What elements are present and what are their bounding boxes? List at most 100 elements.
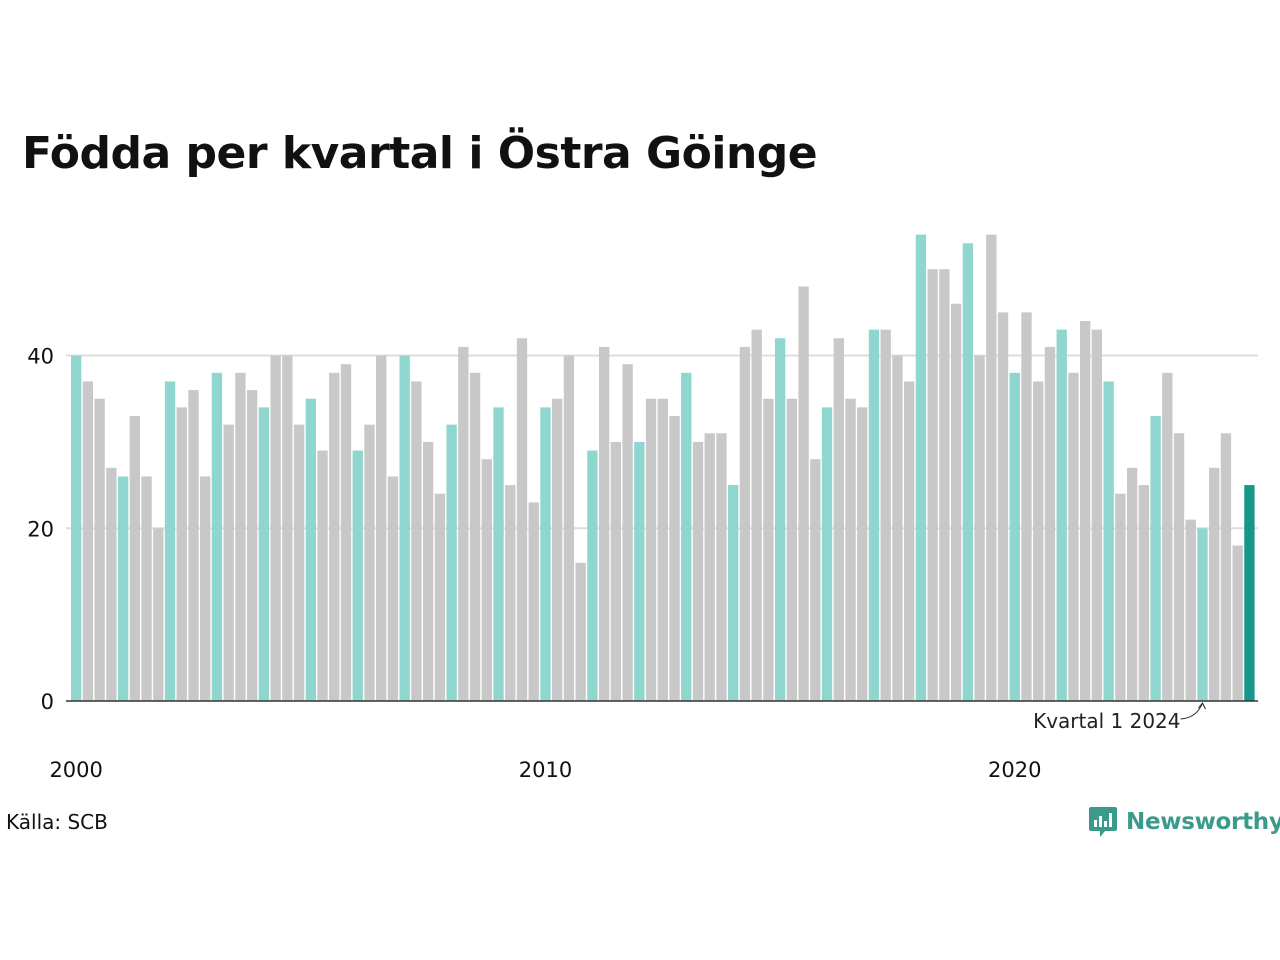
annotation-arrow [1180, 702, 1203, 720]
bar: 2015 Q3: 48 [798, 286, 809, 701]
bar: 2020 Q1: 38 [1009, 372, 1020, 701]
x-tick-label: 2010 [519, 758, 572, 782]
y-tick-label: 20 [27, 517, 54, 541]
bar: 2012 Q1: 30 [634, 441, 645, 701]
bar: 2006 Q2: 32 [364, 424, 375, 701]
bar: 2018 Q3: 50 [939, 269, 950, 701]
bar: 2009 Q3: 42 [516, 338, 528, 701]
bar: 2008 Q2: 41 [458, 346, 469, 701]
bar: 2010 Q3: 40 [563, 355, 575, 701]
bar: 2000 Q1: 40 [71, 355, 82, 701]
bar: 2007 Q1: 40 [399, 355, 410, 701]
bar: 2018 Q1: 54 [915, 234, 927, 701]
bar: 2022 Q2: 24 [1115, 493, 1126, 701]
bar: 2023 Q2: 38 [1162, 372, 1173, 701]
bar: 2003 Q2: 32 [223, 424, 234, 701]
bar: 2002 Q3: 36 [188, 390, 199, 701]
bar: 2013 Q2: 30 [692, 441, 704, 701]
annotation-arrowhead [1198, 702, 1206, 710]
bar: 2017 Q4: 37 [904, 381, 915, 701]
bar: 2008 Q4: 28 [481, 459, 492, 701]
bar: 2017 Q1: 43 [868, 329, 880, 701]
bar: 2016 Q4: 34 [857, 407, 868, 701]
bar: 2004 Q4: 32 [293, 424, 305, 701]
bar: 2001 Q1: 26 [117, 476, 129, 701]
bar: 2005 Q1: 35 [305, 398, 316, 701]
bar: undefined: 31 [1220, 433, 1232, 701]
bar: 2019 Q2: 40 [974, 355, 985, 701]
bar: 2020 Q3: 37 [1033, 381, 1044, 701]
x-axis-ticks: 2000 2010 2020 [49, 758, 1041, 782]
bar: 2005 Q4: 39 [340, 364, 352, 701]
bar: 2013 Q1: 38 [681, 372, 692, 701]
bar: 2017 Q2: 43 [880, 329, 891, 701]
bar: 2004 Q3: 40 [282, 355, 293, 701]
bar: 2020 Q2: 45 [1021, 312, 1032, 701]
bar: 2019 Q3: 54 [986, 234, 997, 701]
bar: 2011 Q1: 29 [587, 450, 598, 701]
bar: 2004 Q1: 34 [258, 407, 270, 701]
bar: 2008 Q1: 32 [446, 424, 457, 701]
bar: 2016 Q1: 34 [821, 407, 833, 701]
bar: 2023 Q3: 31 [1173, 433, 1185, 701]
bar: 2006 Q1: 29 [352, 450, 363, 701]
bar: 2021 Q2: 38 [1068, 372, 1079, 701]
bar: 2012 Q4: 33 [669, 416, 680, 701]
bar: 2021 Q3: 44 [1080, 321, 1091, 701]
bar: 2014 Q3: 43 [751, 329, 762, 701]
bar: 2009 Q4: 23 [528, 502, 539, 701]
bar: 2021 Q1: 43 [1056, 329, 1067, 701]
y-tick-label: 40 [27, 345, 54, 369]
bar: 2014 Q4: 35 [763, 398, 774, 701]
bar: 2012 Q3: 35 [657, 398, 668, 701]
source-label: Källa: SCB [6, 810, 108, 834]
bar: 2019 Q1: 53 [962, 243, 974, 701]
bar: 2002 Q2: 34 [176, 407, 187, 701]
bar: 2009 Q2: 25 [505, 485, 516, 701]
bar: 2015 Q4: 28 [810, 459, 821, 701]
bar: 2001 Q2: 33 [129, 416, 140, 701]
bar: 2022 Q3: 27 [1126, 467, 1138, 701]
bar: 2020 Q4: 41 [1044, 346, 1056, 701]
bar: 2013 Q4: 31 [716, 433, 727, 701]
bar: 2007 Q4: 24 [434, 493, 446, 701]
bar: undefined: 18 [1232, 545, 1243, 701]
bar: 2015 Q1: 42 [774, 338, 786, 701]
bar: 2016 Q3: 35 [845, 398, 856, 701]
bar: 2014 Q2: 41 [739, 346, 751, 701]
bar: 2023 Q1: 33 [1150, 416, 1161, 701]
bar: 2007 Q3: 30 [422, 441, 434, 701]
bar: 2000 Q2: 37 [82, 381, 94, 701]
bar: 2002 Q4: 26 [200, 476, 211, 701]
bar: 2017 Q3: 40 [892, 355, 903, 701]
annotation: Kvartal 1 2024 [1033, 702, 1206, 733]
chart-title: Födda per kvartal i Östra Göinge [22, 128, 818, 179]
bar: 2012 Q2: 35 [645, 398, 657, 701]
bar: 2011 Q4: 39 [622, 364, 633, 701]
bar: 2005 Q3: 38 [329, 372, 340, 701]
chat-bar-chart-icon [1089, 807, 1117, 837]
bar: 2021 Q4: 43 [1091, 329, 1103, 701]
bar: 2023 Q4: 21 [1185, 519, 1196, 701]
bar: 2003 Q3: 38 [235, 372, 246, 701]
bar: 2001 Q3: 26 [141, 476, 152, 701]
annotation-label: Kvartal 1 2024 [1033, 709, 1180, 733]
bar: 2018 Q2: 50 [927, 269, 938, 701]
bar: 2000 Q4: 27 [106, 467, 117, 701]
bar: 2006 Q4: 26 [387, 476, 399, 701]
bar: 2014 Q1: 25 [728, 485, 739, 701]
bar: 2001 Q4: 20 [153, 528, 164, 701]
bar: 2010 Q1: 34 [540, 407, 551, 701]
bar: 2022 Q4: 25 [1138, 485, 1149, 701]
x-tick-label: 2020 [988, 758, 1041, 782]
bar: 2004 Q2: 40 [270, 355, 281, 701]
bar: 2006 Q3: 40 [376, 355, 387, 701]
bar: 2016 Q2: 42 [833, 338, 844, 701]
bar: 2024 Q1: 20 [1197, 528, 1208, 701]
bar: 2009 Q1: 34 [493, 407, 504, 701]
bar: 2003 Q4: 36 [246, 390, 258, 701]
bar: 2002 Q1: 37 [164, 381, 176, 701]
bar: 2022 Q1: 37 [1103, 381, 1114, 701]
